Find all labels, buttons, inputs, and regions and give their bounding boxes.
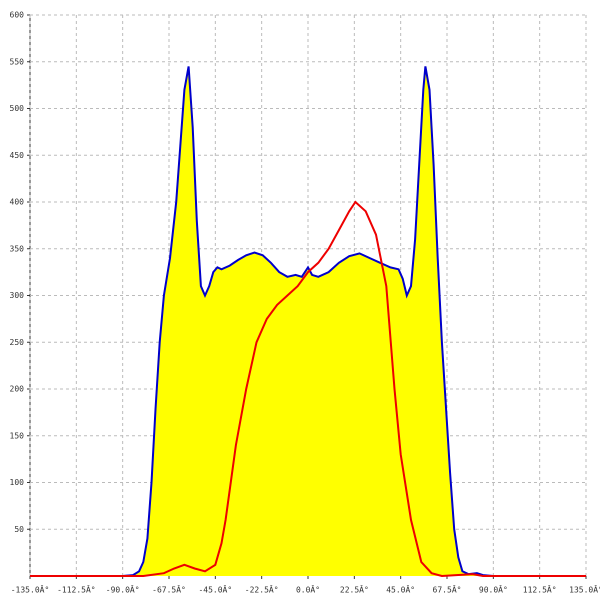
- x-tick-label: 45.0Â°: [386, 584, 415, 595]
- x-tick-label: 67.5Â°: [433, 584, 462, 595]
- y-tick-label: 450: [10, 151, 25, 160]
- x-tick-label: -135.0Â°: [11, 584, 50, 595]
- y-tick-label: 350: [10, 244, 25, 253]
- y-tick-label: 400: [10, 198, 25, 207]
- x-tick-label: -67.5Â°: [152, 584, 186, 595]
- y-tick-label: 300: [10, 291, 25, 300]
- x-tick-label: 112.5Â°: [523, 584, 557, 595]
- x-tick-label: -112.5Â°: [57, 584, 96, 595]
- x-tick-label: -22.5Â°: [245, 584, 279, 595]
- y-tick-label: 200: [10, 385, 25, 394]
- y-tick-label: 600: [10, 11, 25, 20]
- y-tick-label: 100: [10, 478, 25, 487]
- y-tick-label: 500: [10, 104, 25, 113]
- line: [122, 66, 494, 577]
- x-tick-label: -45.0Â°: [198, 584, 232, 595]
- y-tick-label: 50: [14, 525, 24, 534]
- y-tick-label: 250: [10, 338, 25, 347]
- line: [30, 200, 586, 578]
- x-tick-label: 90.0Â°: [479, 584, 508, 595]
- x-tick-label: 22.5Â°: [340, 584, 369, 595]
- y-tick-label: 150: [10, 431, 25, 440]
- x-tick-label: -90.0Â°: [106, 584, 140, 595]
- x-tick-label: 135.0Â°: [569, 584, 600, 595]
- y-tick-label: 550: [10, 57, 25, 66]
- x-tick-label: 0.0Â°: [296, 584, 320, 595]
